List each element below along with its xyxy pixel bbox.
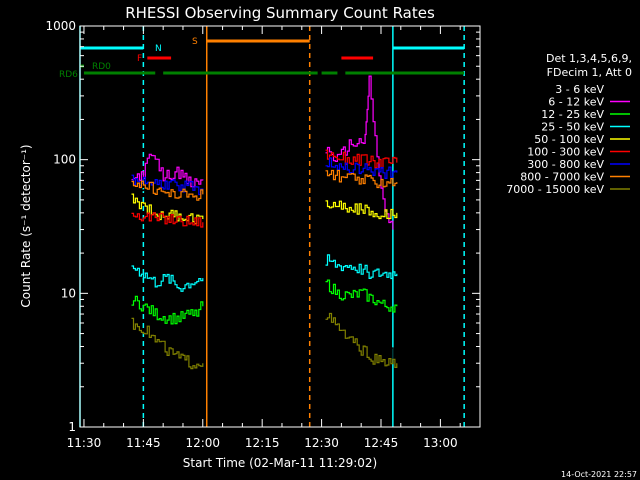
series-line [325,75,394,230]
legend-entry-label: 50 - 100 keV [534,133,604,146]
legend-entry-label: 3 - 6 keV [555,83,604,96]
series-line [131,174,204,196]
legend-entry-label: 100 - 300 keV [527,146,604,159]
plot-area: N F S RD0 RD6 [59,26,465,427]
x-tick-label: 13:00 [423,436,458,450]
flag-label-rd0: RD0 [92,62,111,72]
flag-label-s: S [192,37,198,47]
legend-header: FDecim 1, Att 0 [547,66,632,79]
series-line [325,149,398,169]
flag-label-f: F [137,54,142,64]
x-axis: 11:30 11:45 12:00 12:15 12:30 12:45 13:00 [67,26,481,450]
legend-entry-label: 800 - 7000 keV [520,171,604,184]
y-tick-label: 100 [53,153,76,167]
flag-label-rd6: RD6 [59,70,78,80]
legend: Det 1,3,4,5,6,9,FDecim 1, Att 0 3 - 6 keV… [506,52,632,196]
x-tick-label: 11:45 [126,436,161,450]
x-tick-label: 11:30 [67,436,102,450]
chart-title: RHESSI Observing Summary Count Rates [125,4,435,22]
series-line [325,176,394,364]
x-tick-label: 12:15 [245,436,280,450]
series-line [325,200,398,220]
series-line [325,279,398,313]
legend-entry-label: 300 - 800 keV [527,158,604,171]
plot-frame [79,25,481,428]
series-line [131,180,204,201]
legend-entry-label: 6 - 12 keV [548,96,604,109]
y-tick-label: 10 [61,286,76,300]
legend-entry-label: 25 - 50 keV [541,121,604,134]
series-line [131,265,204,292]
legend-header: Det 1,3,4,5,6,9, [546,52,632,65]
flag-label-n: N [155,44,162,54]
y-axis-label: Count Rate (s⁻¹ detector⁻¹) [19,144,33,307]
y-tick-label: 1 [68,420,76,434]
series-line [325,254,398,280]
legend-entry-label: 7000 - 15000 keV [506,183,604,196]
x-axis-label: Start Time (02-Mar-11 11:29:02) [183,456,377,470]
x-tick-label: 12:45 [364,436,399,450]
series-line [131,295,204,325]
series-line [131,212,204,228]
y-tick-label: 1000 [45,19,76,33]
series-line [325,312,398,368]
x-tick-label: 12:00 [185,436,220,450]
series-line [325,169,398,189]
x-tick-label: 12:30 [304,436,339,450]
legend-entry-label: 12 - 25 keV [541,108,604,121]
series-line [131,317,204,370]
timestamp-label: 14-Oct-2021 22:57 [561,470,637,479]
y-axis: 1 10 100 1000 [45,19,480,434]
